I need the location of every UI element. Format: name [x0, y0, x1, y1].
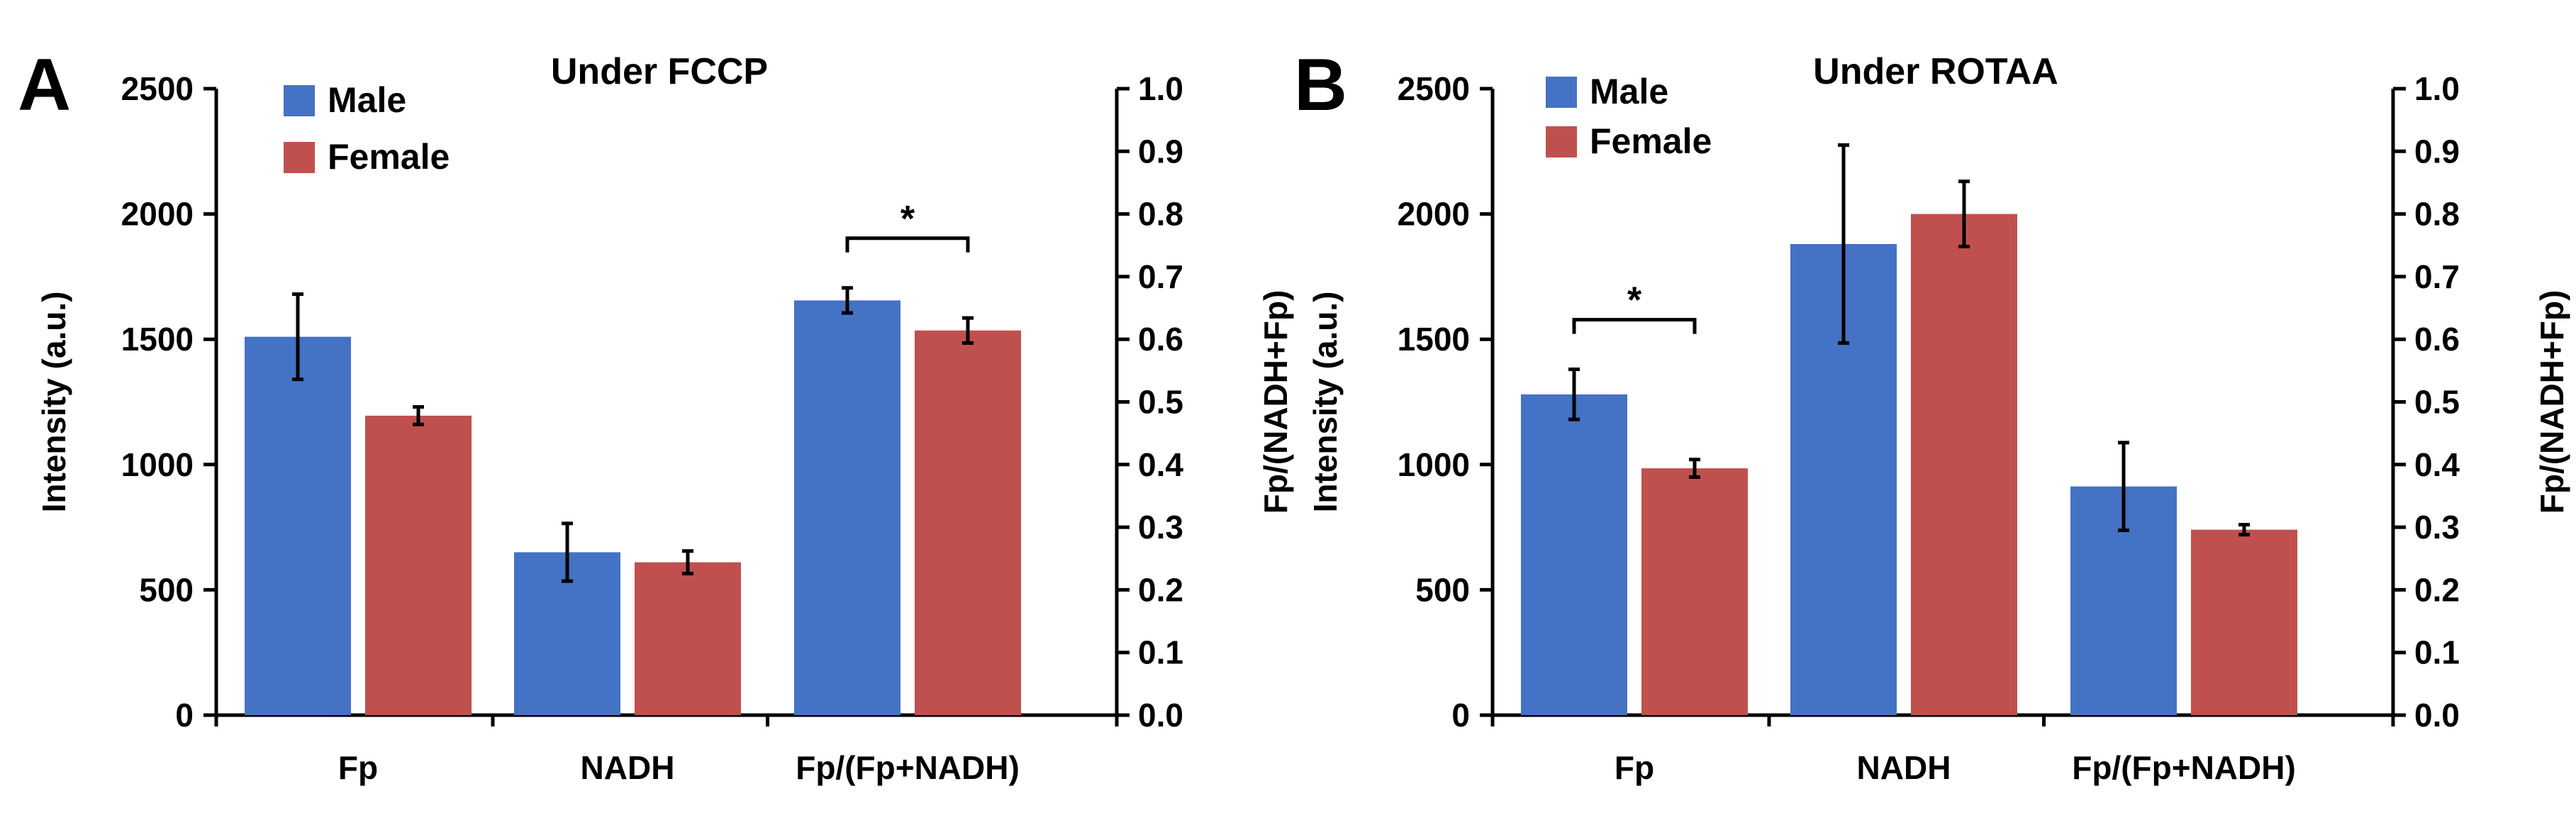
bar-male-0 [1521, 394, 1627, 715]
significance-star: * [901, 199, 915, 240]
y2-tick-label: 0.9 [2414, 133, 2460, 170]
y2-tick-label: 0.8 [2414, 196, 2460, 233]
x-tick-label: Fp/(Fp+NADH) [2072, 749, 2296, 786]
y2-tick-label: 0.5 [1138, 384, 1183, 421]
bar-female-2 [915, 330, 1021, 715]
bar-female-1 [1911, 214, 2017, 716]
x-tick-label: Fp [1615, 749, 1654, 786]
legend-swatch-male [1546, 77, 1577, 108]
legend-label-male: Male [1590, 72, 1668, 111]
y2-axis-title: Fp/(NADH+Fp) [2533, 290, 2570, 514]
significance-star: * [1627, 280, 1642, 321]
bar-male-0 [245, 336, 351, 716]
legend-label-female: Female [1590, 121, 1712, 161]
bar-female-2 [2191, 529, 2297, 715]
legend-swatch-female [1546, 126, 1577, 157]
y-tick-label: 2500 [1398, 70, 1470, 107]
y2-tick-label: 0.2 [1138, 571, 1183, 608]
y2-tick-label: 0.8 [1138, 196, 1183, 233]
y2-tick-label: 0.7 [1138, 258, 1183, 295]
legend-label-female: Female [328, 137, 450, 177]
y2-tick-label: 0.9 [1138, 133, 1183, 170]
y2-tick-label: 0.7 [2414, 258, 2460, 295]
y-tick-label: 1500 [121, 321, 194, 358]
bar-male-2 [794, 300, 901, 716]
x-tick-label: Fp [338, 749, 378, 786]
y2-tick-label: 1.0 [1138, 70, 1183, 107]
chart-title: Under FCCP [551, 51, 768, 92]
bar-female-1 [635, 562, 741, 715]
y2-tick-label: 0.2 [2414, 571, 2460, 608]
y-tick-label: 0 [1451, 697, 1470, 734]
bar-female-0 [1641, 468, 1748, 715]
y2-tick-label: 0.6 [1138, 321, 1183, 358]
y2-tick-label: 0.5 [2414, 384, 2460, 421]
y2-tick-label: 0.3 [2414, 509, 2460, 546]
y-tick-label: 500 [1415, 571, 1470, 608]
significance-bracket [845, 236, 970, 253]
x-tick-label: Fp/(Fp+NADH) [796, 749, 1020, 786]
legend-swatch-male [284, 85, 315, 116]
y-tick-label: 0 [175, 697, 194, 734]
y2-tick-label: 0.4 [1138, 446, 1183, 483]
y-tick-label: 2500 [121, 70, 194, 107]
y-tick-label: 2000 [121, 196, 194, 233]
y-tick-label: 1000 [121, 446, 194, 483]
y2-tick-label: 0.1 [2414, 634, 2460, 671]
x-tick-label: NADH [581, 749, 675, 786]
y2-tick-label: 1.0 [2414, 70, 2460, 107]
y-tick-label: 500 [139, 571, 194, 608]
y2-tick-label: 0.1 [1138, 634, 1183, 671]
significance-bracket [1572, 318, 1697, 334]
y-axis-title: Intensity (a.u.) [35, 292, 72, 513]
y-tick-label: 2000 [1398, 196, 1470, 233]
legend-swatch-female [284, 142, 315, 173]
panel-letter: B [1294, 44, 1347, 126]
chart-title: Under ROTAA [1813, 51, 2058, 92]
y2-axis-title: Fp/(NADH+Fp) [1257, 290, 1294, 514]
y2-tick-label: 0.0 [2414, 697, 2460, 734]
y-axis-title: Intensity (a.u.) [1307, 292, 1344, 513]
y-tick-label: 1500 [1398, 321, 1470, 358]
y2-tick-label: 0.3 [1138, 509, 1183, 546]
x-tick-label: NADH [1857, 749, 1951, 786]
y-tick-label: 1000 [1398, 446, 1470, 483]
y2-tick-label: 0.4 [2414, 446, 2460, 483]
bar-female-0 [365, 415, 472, 715]
y2-tick-label: 0.6 [2414, 321, 2460, 358]
panel-letter: A [18, 44, 71, 126]
y2-tick-label: 0.0 [1138, 697, 1183, 734]
legend-label-male: Male [328, 80, 406, 120]
